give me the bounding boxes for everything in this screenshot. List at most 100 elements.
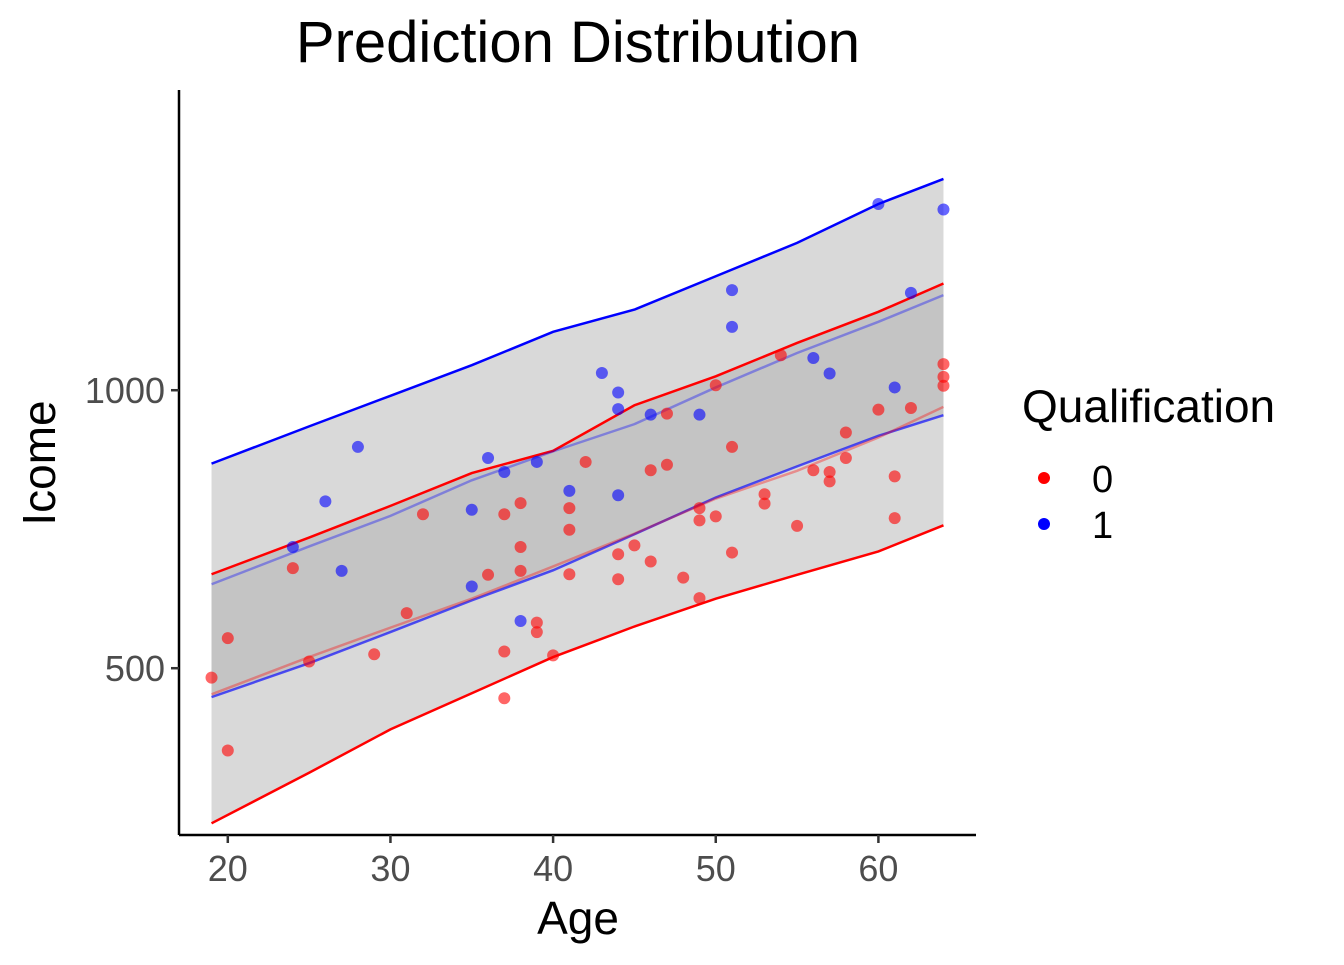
x-tick-label-20: 20 (208, 848, 248, 889)
data-point-group1-22 (888, 381, 901, 394)
data-point-group1-19 (807, 351, 820, 364)
data-point-group0-38 (758, 497, 771, 510)
y-tick-label-500: 500 (105, 648, 165, 689)
data-point-group0-4 (303, 655, 316, 668)
data-point-group0-2 (221, 744, 234, 757)
data-point-group0-16 (530, 626, 543, 639)
data-point-group1-24 (937, 203, 950, 216)
group1-mid-upper-line (211, 293, 944, 586)
data-point-group0-43 (823, 475, 836, 488)
data-point-group0-12 (514, 497, 527, 510)
inner-prediction-band (211, 283, 944, 698)
data-point-group0-28 (660, 458, 673, 471)
plot-area (205, 177, 950, 825)
data-point-group0-27 (660, 407, 673, 420)
data-point-group1-6 (482, 452, 495, 465)
data-point-group0-8 (482, 568, 495, 581)
data-point-group0-39 (774, 349, 787, 362)
x-tick-label-30: 30 (370, 848, 410, 889)
data-point-group0-14 (514, 564, 527, 577)
data-point-group0-13 (514, 541, 527, 554)
legend: Qualification 0 1 (1022, 380, 1275, 547)
group0-mid-line (211, 405, 945, 696)
data-point-group0-30 (693, 502, 706, 515)
data-point-group0-6 (400, 607, 413, 620)
data-point-group0-45 (839, 452, 852, 465)
data-point-group1-18 (726, 320, 739, 333)
group0-upper-line (211, 282, 944, 576)
x-axis-ticks: 20 30 40 50 60 (208, 835, 898, 889)
data-point-group0-23 (612, 573, 625, 586)
data-point-group0-47 (888, 470, 901, 483)
data-point-group1-7 (498, 465, 511, 478)
data-point-group0-34 (709, 510, 722, 523)
data-point-group0-37 (758, 488, 771, 501)
data-point-group0-11 (498, 692, 511, 705)
data-point-group0-21 (579, 455, 592, 468)
data-point-group0-19 (563, 523, 576, 536)
x-tick-label-50: 50 (696, 848, 736, 889)
group0-lower-line (210, 524, 944, 825)
data-point-group0-35 (726, 440, 739, 453)
data-point-group0-36 (726, 546, 739, 559)
legend-key-0 (1038, 472, 1050, 484)
data-point-group0-3 (286, 562, 299, 575)
data-point-group0-49 (904, 402, 917, 415)
data-point-group1-15 (644, 408, 657, 421)
data-point-group1-20 (823, 367, 836, 380)
data-point-group1-11 (595, 366, 608, 379)
data-point-group1-3 (351, 440, 364, 453)
data-point-group0-31 (693, 514, 706, 527)
data-point-group0-17 (547, 649, 560, 662)
legend-label-0: 0 (1092, 459, 1113, 501)
y-axis-ticks: 500 1000 (85, 370, 179, 689)
data-point-group1-8 (514, 614, 527, 627)
data-point-group1-1 (319, 495, 332, 508)
data-point-group0-7 (416, 508, 429, 521)
x-tick-label-40: 40 (533, 848, 573, 889)
data-point-group0-50 (937, 358, 950, 371)
legend-label-1: 1 (1092, 505, 1113, 547)
data-point-group1-2 (335, 564, 348, 577)
data-point-group1-12 (612, 386, 625, 399)
group1-lower-line (211, 414, 944, 699)
data-point-group0-20 (563, 568, 576, 581)
data-point-group0-1 (221, 632, 234, 645)
data-point-group1-23 (904, 286, 917, 299)
data-point-group0-29 (677, 571, 690, 584)
y-tick-label-1000: 1000 (85, 370, 165, 411)
x-axis-label: Age (537, 892, 619, 944)
data-point-group1-16 (693, 408, 706, 421)
data-point-group0-0 (205, 671, 218, 684)
group1-upper-line (211, 177, 944, 465)
data-point-group0-15 (530, 616, 543, 629)
data-point-group0-41 (807, 464, 820, 477)
data-point-group0-22 (612, 548, 625, 561)
data-point-group1-4 (465, 503, 478, 516)
data-point-group0-10 (498, 645, 511, 658)
data-point-group0-32 (693, 592, 706, 605)
data-point-group1-5 (465, 580, 478, 593)
x-tick-label-60: 60 (858, 848, 898, 889)
data-point-group1-0 (286, 541, 299, 554)
chart-title: Prediction Distribution (296, 10, 860, 75)
data-point-group0-48 (888, 512, 901, 525)
data-point-group0-46 (872, 403, 885, 416)
data-point-group0-9 (498, 508, 511, 521)
data-point-group0-5 (368, 648, 381, 661)
data-point-group0-52 (937, 379, 950, 392)
data-point-group0-25 (644, 464, 657, 477)
data-point-group1-17 (726, 284, 739, 297)
y-axis-label: Icome (13, 400, 65, 525)
data-point-group0-18 (563, 502, 576, 515)
data-point-group1-10 (563, 484, 576, 497)
data-point-group0-24 (628, 539, 641, 552)
data-point-group0-33 (709, 379, 722, 392)
data-point-group0-51 (937, 370, 950, 383)
data-point-group1-14 (612, 489, 625, 502)
legend-key-1 (1038, 518, 1050, 530)
legend-title: Qualification (1022, 380, 1275, 432)
data-point-group1-13 (612, 403, 625, 416)
